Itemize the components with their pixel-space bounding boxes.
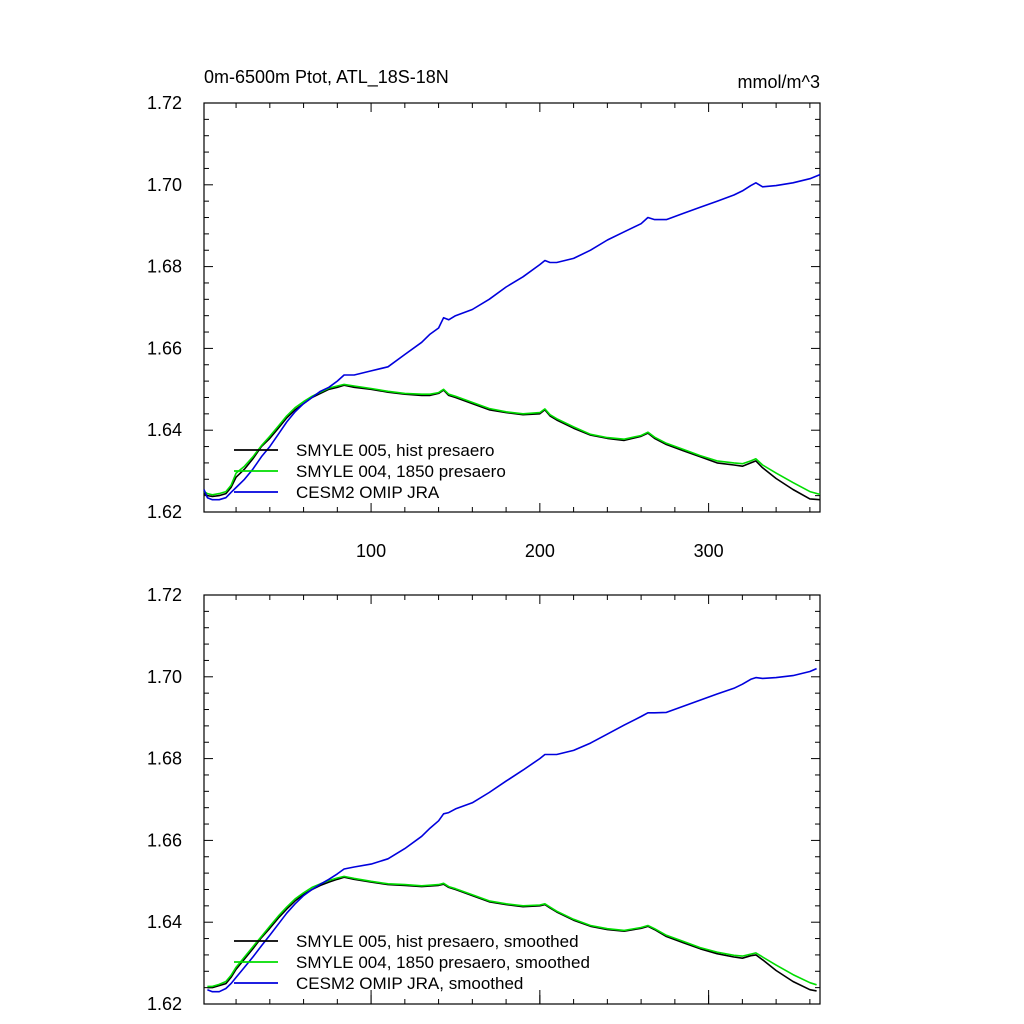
y-tick-label: 1.66 [147, 830, 182, 850]
legend-entry: CESM2 OMIP JRA [296, 483, 440, 502]
plot-frame [203, 102, 821, 513]
y-tick-label: 1.70 [147, 667, 182, 687]
y-tick-label: 1.68 [147, 749, 182, 769]
series-line-0 [203, 384, 821, 501]
x-tick-label: 200 [525, 541, 555, 561]
legend-entry: SMYLE 005, hist presaero, smoothed [296, 932, 579, 951]
bottom-panel: 1.62 1.64 1.66 1.68 1.70 1.72 SMYLE 005, hist … [147, 585, 821, 1014]
plot-frame [203, 594, 821, 1005]
legend-entry: CESM2 OMIP JRA, smoothed [296, 974, 523, 993]
legend-entry: SMYLE 004, 1850 presaero [296, 462, 506, 481]
y-tick-label: 1.66 [147, 338, 182, 358]
y-tick-label: 1.62 [147, 994, 182, 1014]
units-label: mmol/m^3 [738, 72, 820, 92]
figure-title: 0m-6500m Ptot, ATL_18S-18N [204, 67, 449, 88]
y-tick-label: 1.72 [147, 93, 182, 113]
series-line-2 [207, 667, 817, 993]
y-tick-label: 1.68 [147, 257, 182, 277]
series-line-2 [203, 173, 821, 501]
x-tick-label: 300 [694, 541, 724, 561]
x-tick-label: 100 [356, 541, 386, 561]
series-line-1 [203, 383, 821, 496]
series-line-1 [207, 875, 817, 988]
legend-entry: SMYLE 005, hist presaero [296, 441, 494, 460]
y-tick-label: 1.64 [147, 912, 182, 932]
y-tick-label: 1.64 [147, 420, 182, 440]
y-tick-label: 1.70 [147, 175, 182, 195]
y-tick-label: 1.62 [147, 502, 182, 522]
y-tick-label: 1.72 [147, 585, 182, 605]
top-panel: 1.62 1.64 1.66 1.68 1.70 1.72 100 200 300 SMYLE 0… [147, 93, 821, 561]
legend-entry: SMYLE 004, 1850 presaero, smoothed [296, 953, 590, 972]
